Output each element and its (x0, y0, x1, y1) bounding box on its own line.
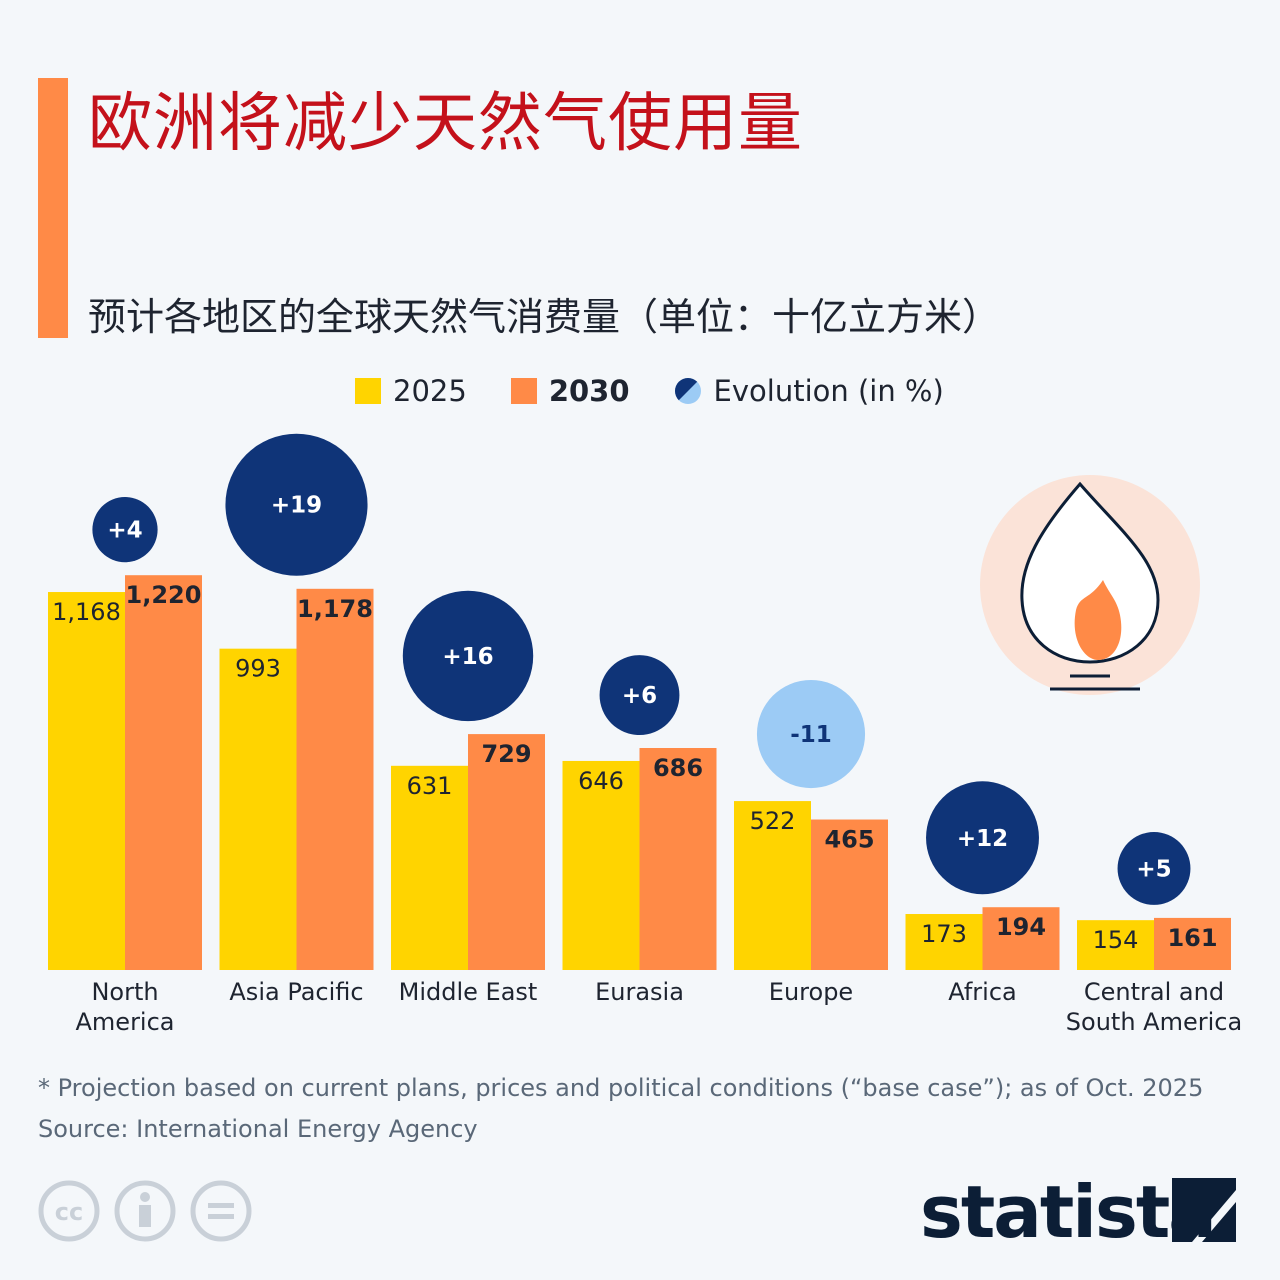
category-label: South America (1066, 1008, 1242, 1036)
evolution-bubble (926, 781, 1039, 895)
brand-text: statista (920, 1170, 1217, 1254)
evolution-circle-icon (674, 377, 701, 404)
evolution-bubble (599, 655, 680, 736)
statista-logo: statista (920, 1170, 1217, 1254)
category-label: Middle East (399, 978, 538, 1006)
bar-2030 (982, 907, 1060, 970)
bar-2025 (1077, 920, 1154, 970)
category-label: Europe (769, 978, 853, 1006)
footnote-block: * Projection based on current plans, pri… (38, 1068, 1203, 1150)
legend-label-2030: 2030 (548, 374, 630, 408)
value-label-2025: 631 (407, 772, 453, 800)
bar-2025 (219, 648, 297, 970)
value-label-2030: 729 (481, 740, 531, 768)
bar-2025 (905, 914, 983, 970)
evolution-bubble (756, 679, 866, 789)
value-label-2030: 1,220 (126, 581, 202, 609)
value-label-2030: 161 (1167, 924, 1217, 952)
attribution-icon (114, 1180, 176, 1242)
legend-2030: 2030 (510, 374, 630, 408)
cc-icon (38, 1180, 100, 1242)
evolution-bubble (1117, 832, 1191, 905)
bar-2030 (811, 819, 888, 970)
bar-2030 (296, 588, 374, 970)
legend-2025: 2025 (355, 374, 467, 408)
evolution-label: +6 (622, 683, 657, 709)
legend-label-evolution: Evolution (in %) (713, 374, 944, 408)
evolution-label: +4 (107, 518, 142, 544)
evolution-label: +19 (271, 493, 322, 519)
bar-2030 (468, 734, 545, 970)
value-label-2025: 1,168 (52, 598, 121, 626)
value-label-2025: 154 (1093, 926, 1139, 954)
category-label: North (91, 978, 158, 1006)
category-label: Africa (948, 978, 1016, 1006)
evolution-label: +12 (957, 826, 1008, 852)
value-label-2030: 465 (824, 826, 874, 854)
evolution-label: -11 (790, 722, 832, 748)
value-label-2025: 993 (235, 655, 281, 683)
evolution-bubble (402, 590, 534, 722)
statista-logo-mark (1172, 1178, 1236, 1242)
legend-evolution: Evolution (in %) (674, 374, 944, 408)
legend-swatch-2030 (510, 378, 537, 404)
value-label-2030: 1,178 (297, 595, 373, 623)
category-label: America (76, 1008, 175, 1036)
license-icons: cc (38, 1180, 252, 1242)
category-label: Asia Pacific (229, 978, 363, 1006)
bar-2030 (125, 575, 202, 970)
legend: 2025 2030 Evolution (in %) (355, 374, 988, 408)
bar-2025 (734, 801, 811, 970)
flame-icon (980, 475, 1200, 695)
legend-swatch-2025 (355, 378, 381, 404)
value-label-2025: 522 (750, 807, 796, 835)
svg-text:cc: cc (55, 1198, 83, 1226)
subtitle: 预计各地区的全球天然气消费量（单位：十亿立方米） (88, 295, 1001, 339)
accent-bar (38, 78, 68, 338)
page-title: 欧洲将减少天然气使用量 (88, 87, 803, 161)
evolution-label: +5 (1136, 856, 1171, 882)
value-label-2030: 194 (996, 913, 1046, 941)
footnote: * Projection based on current plans, pri… (38, 1074, 1204, 1102)
bar-2025 (48, 592, 125, 970)
value-label-2030: 686 (653, 754, 703, 782)
bar-2030 (1154, 917, 1231, 970)
category-label: Eurasia (595, 978, 684, 1006)
category-label: Central and (1084, 978, 1224, 1006)
value-label-2025: 173 (921, 920, 967, 948)
legend-label-2025: 2025 (393, 374, 467, 408)
bar-2030 (639, 748, 717, 970)
bar-2025 (562, 760, 640, 970)
source: Source: International Energy Agency (38, 1115, 478, 1143)
no-derivatives-icon (190, 1180, 252, 1242)
evolution-bubble (92, 497, 158, 563)
evolution-label: +16 (442, 644, 493, 670)
value-label-2025: 646 (578, 767, 624, 795)
evolution-bubble (225, 433, 368, 576)
bar-2025 (391, 765, 468, 970)
